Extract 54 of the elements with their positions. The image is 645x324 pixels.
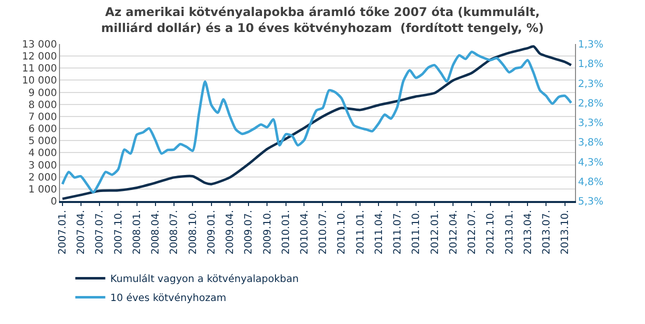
x-tick-label: 2012.07. xyxy=(466,210,478,255)
y-tick-label: 0 xyxy=(50,196,57,208)
y-tick-label: 7 000 xyxy=(28,112,57,123)
x-tick-label: 2012.01. xyxy=(430,210,441,255)
x-tick-label: 2010.07. xyxy=(318,210,329,255)
y2-tick-label: 3,8% xyxy=(578,138,604,149)
y2-tick-label: 1,8% xyxy=(578,59,604,70)
chart-title: Az amerikai kötvényalapokba áramló tőke 2007 óta (kummulált, milliárd dollár) és a 10 éves kötvényhozam (fordított tengely, %) xyxy=(101,5,544,35)
y-tick-label: 4 000 xyxy=(28,148,57,160)
y-tick-label: 10 000 xyxy=(22,76,57,87)
y-tick-label: 12 000 xyxy=(22,52,57,63)
x-tick-label: 2012.04. xyxy=(448,210,460,255)
y2-tick-label: 4,8% xyxy=(578,176,604,188)
x-tick-label: 2009.07. xyxy=(244,210,255,255)
y2-tick-label: 1,3% xyxy=(578,40,604,50)
x-tick-label: 2013.01. xyxy=(504,210,516,255)
y-tick-label: 5 000 xyxy=(28,136,57,148)
y-tick-label: 13 000 xyxy=(22,40,57,50)
y-tick-label: 2 000 xyxy=(28,172,57,184)
y-tick-label: 1 000 xyxy=(28,184,57,196)
x-tick-label: 2009.04. xyxy=(225,210,236,255)
x-tick-label: 2008.04. xyxy=(150,210,162,255)
legend-label: Kumulált vagyon a kötvényalapokban xyxy=(110,274,299,286)
y2-tick-label: 2,3% xyxy=(578,78,604,90)
x-tick-label: 2008.01. xyxy=(132,210,144,255)
x-tick-label: 2013.07. xyxy=(541,210,552,255)
x-tick-label: 2009.01. xyxy=(206,210,218,255)
y-tick-label: 8 000 xyxy=(28,100,57,111)
x-tick-label: 2007.07. xyxy=(94,210,106,255)
x-tick-label: 2010.04. xyxy=(299,210,310,255)
x-tick-label: 2007.10. xyxy=(113,210,124,255)
y2-tick-label: 4,3% xyxy=(578,157,604,168)
x-tick-label: 2012.10. xyxy=(486,210,497,255)
x-tick-label: 2013.10. xyxy=(560,210,572,255)
x-tick-label: 2010.10. xyxy=(336,210,348,255)
y2-tick-label: 3,3% xyxy=(578,118,604,129)
y2-tick-label: 2,8% xyxy=(578,98,604,110)
x-tick-label: 2008.10. xyxy=(188,210,199,255)
x-tick-label: 2008.07. xyxy=(169,210,180,255)
y-tick-label: 9 000 xyxy=(28,88,57,99)
y2-tick-label: 5,3% xyxy=(578,196,604,208)
x-tick-label: 2013.04. xyxy=(522,210,534,255)
x-tick-label: 2010.01. xyxy=(281,210,292,255)
y-tick-label: 11 000 xyxy=(22,64,57,75)
x-tick-label: 2011.04. xyxy=(374,210,385,255)
x-tick-label: 2011.01. xyxy=(355,210,366,255)
x-tick-label: 2007.04. xyxy=(76,210,88,255)
x-tick-label: 2007.01. xyxy=(58,210,69,255)
y-tick-label: 6 000 xyxy=(28,124,57,136)
x-tick-label: 2011.10. xyxy=(411,210,422,255)
x-tick-label: 2011.07. xyxy=(392,210,404,255)
x-tick-label: 2009.10. xyxy=(262,210,274,255)
legend-label: 10 éves kötvényhozam xyxy=(110,293,226,304)
y-tick-label: 3 000 xyxy=(28,160,57,172)
